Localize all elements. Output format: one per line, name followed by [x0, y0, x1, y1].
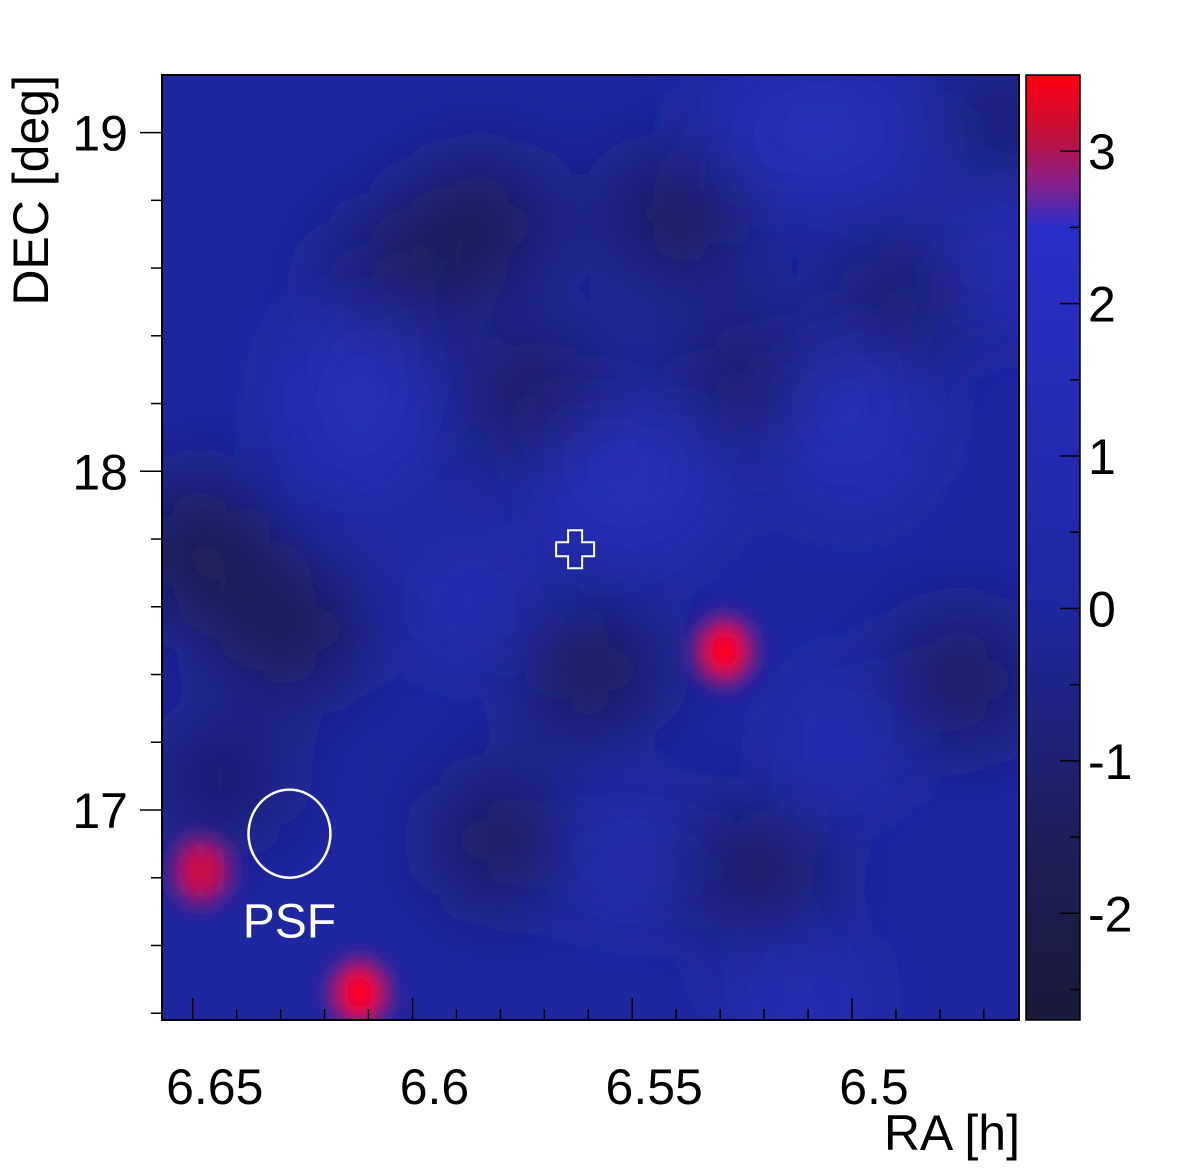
colorbar-tick-label: 3	[1088, 124, 1116, 180]
source-cross-marker-1	[555, 529, 596, 570]
x-tick-label: 6.65	[166, 1059, 263, 1115]
colorbar-tick-label: 0	[1088, 581, 1116, 637]
colorbar-axis: -2 -1 0 1 2 3	[1060, 124, 1132, 991]
colorbar-gradient	[1026, 75, 1080, 1020]
x-axis: 6.65 6.6 6.55 6.5	[166, 998, 985, 1115]
heatmap-panel	[162, 75, 1019, 1020]
colorbar-tick-label: 2	[1088, 277, 1116, 333]
y-tick-label: 18	[72, 444, 128, 500]
colorbar-tick-label: 1	[1088, 429, 1116, 485]
marker-layer	[555, 529, 596, 570]
x-axis-label: RA [h]	[884, 1105, 1020, 1161]
y-tick-label: 19	[72, 106, 128, 162]
psf-annotation: PSF	[243, 788, 336, 949]
heatmap-texture	[162, 75, 1019, 1020]
plot-frame	[161, 74, 1020, 1021]
y-tick-label: 17	[72, 783, 128, 839]
psf-circle	[247, 788, 332, 879]
colorbar: -2 -1 0 1 2 3	[1025, 74, 1132, 1021]
colorbar-frame	[1025, 74, 1081, 1021]
y-axis-label: DEC [deg]	[3, 75, 59, 306]
hotspot-layer	[169, 614, 757, 1020]
x-tick-label: 6.5	[839, 1059, 909, 1115]
hotspot-3	[169, 834, 234, 907]
hotspot-1	[692, 614, 757, 687]
colorbar-tick-label: -1	[1088, 734, 1132, 790]
psf-label: PSF	[243, 896, 336, 949]
x-tick-label: 6.55	[606, 1059, 703, 1115]
colorbar-tick-label: -2	[1088, 886, 1132, 942]
y-axis: 17 18 19	[72, 106, 162, 1014]
hotspot-2	[327, 956, 392, 1020]
x-tick-label: 6.6	[400, 1059, 470, 1115]
